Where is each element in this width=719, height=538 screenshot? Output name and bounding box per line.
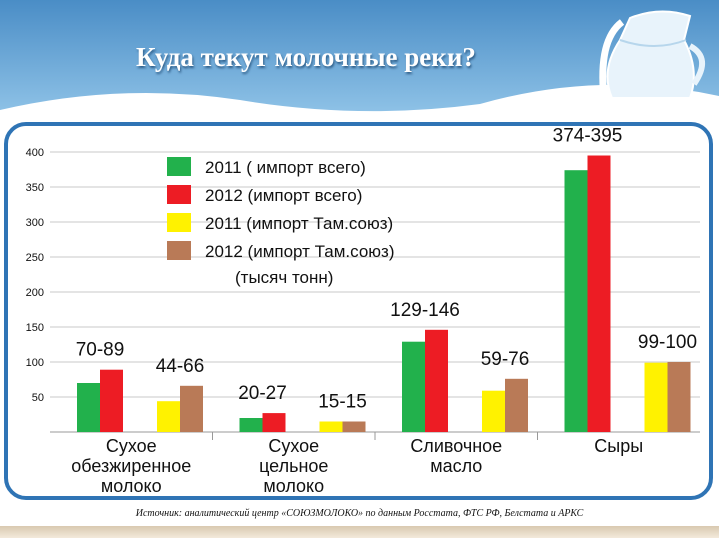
range-label-4-2: 99-100	[638, 332, 697, 353]
legend: 2011 ( импорт всего) 2012 (импорт всего) 2…	[167, 157, 394, 287]
bar-2-series-2	[262, 413, 286, 432]
y-tick-label-350: 350	[26, 182, 44, 194]
bar-1-series-1	[77, 383, 100, 432]
category-label-layer: СухоеобезжиренноемолокоСухоецельноемолок…	[71, 436, 643, 496]
range-label-1-2: 44-66	[156, 356, 205, 377]
bar-3-series-1	[402, 341, 425, 432]
y-tick-label-50: 50	[32, 392, 44, 404]
bar-3-series-4	[505, 378, 528, 432]
legend-units-note: (тысяч тонн)	[235, 268, 333, 287]
range-label-3-2: 59-76	[481, 349, 530, 370]
bar-4-series-1	[564, 170, 588, 432]
bar-3-series-3	[482, 390, 505, 432]
range-label-3-1: 129-146	[390, 300, 460, 321]
bar-4-series-4	[667, 362, 691, 432]
legend-swatch-1	[167, 157, 191, 176]
category-label-3-line-1: Сливочное	[410, 436, 502, 456]
legend-label-2: 2012 (импорт всего)	[205, 186, 362, 205]
bar-2-series-4	[342, 421, 366, 432]
legend-swatch-2	[167, 185, 191, 204]
bar-1-series-3	[157, 401, 180, 432]
milk-jug-icon	[599, 10, 705, 99]
legend-swatch-3	[167, 213, 191, 232]
bar-layer	[77, 155, 691, 432]
category-label-2-line-3: молоко	[263, 476, 324, 496]
bottom-stripe	[0, 526, 719, 538]
category-label-4-line-1: Сыры	[594, 436, 643, 456]
category-label-2-line-2: цельное	[259, 456, 328, 476]
range-label-4-1: 374-395	[553, 126, 623, 147]
data-label-layer: 70-89 44-66 20-27 15-15 129-146 59-76 374-395 9…	[76, 126, 697, 413]
bar-1-series-4	[180, 385, 203, 432]
bar-1-series-2	[100, 369, 123, 432]
header-banner	[0, 0, 719, 112]
range-label-1-1: 70-89	[76, 340, 125, 361]
range-label-2-1: 20-27	[238, 383, 287, 404]
y-tick-label-250: 250	[26, 252, 44, 264]
source-note: Источник: аналитический центр «СОЮЗМОЛОК…	[135, 508, 584, 519]
bar-2-series-1	[239, 418, 263, 432]
legend-label-4: 2012 (импорт Там.союз)	[205, 242, 394, 261]
legend-label-1: 2011 ( импорт всего)	[205, 158, 366, 177]
bar-2-series-3	[319, 421, 343, 432]
page-title: Куда текут молочные реки?	[136, 42, 476, 72]
category-label-1-line-3: молоко	[101, 476, 162, 496]
y-tick-label-300: 300	[26, 217, 44, 229]
y-tick-layer: 50 100 150 200 250 300 350 400	[26, 147, 44, 404]
y-tick-label-200: 200	[26, 287, 44, 299]
y-tick-label-400: 400	[26, 147, 44, 159]
category-label-2-line-1: Сухое	[268, 436, 319, 456]
y-tick-label-150: 150	[26, 322, 44, 334]
bar-3-series-2	[425, 329, 448, 432]
bar-4-series-3	[644, 362, 668, 432]
category-label-3-line-2: масло	[430, 456, 482, 476]
category-label-1-line-2: обезжиренное	[71, 456, 191, 476]
legend-label-3: 2011 (импорт Там.союз)	[205, 214, 393, 233]
category-label-1-line-1: Сухое	[106, 436, 157, 456]
y-tick-label-100: 100	[26, 357, 44, 369]
legend-swatch-4	[167, 241, 191, 260]
range-label-2-2: 15-15	[318, 392, 367, 413]
bar-4-series-2	[587, 155, 611, 432]
